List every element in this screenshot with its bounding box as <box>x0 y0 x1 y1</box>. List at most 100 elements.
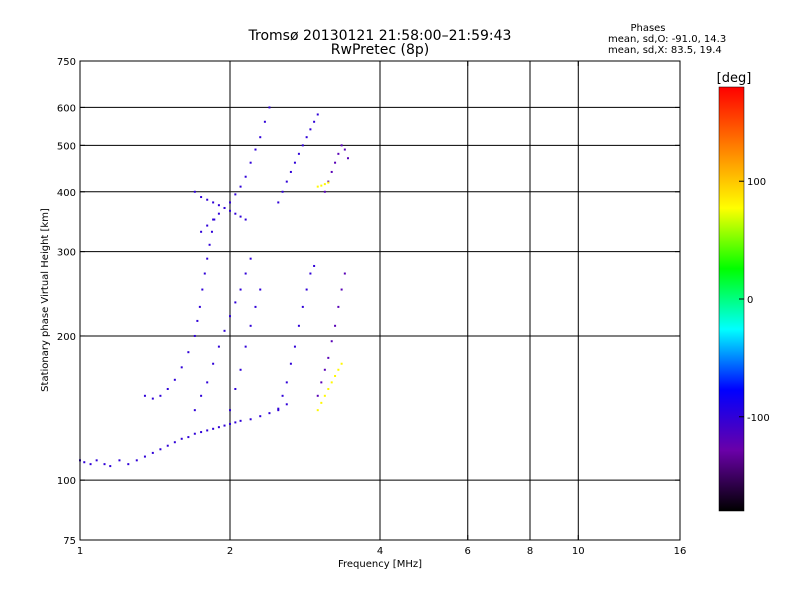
data-point <box>323 394 326 397</box>
data-point <box>212 218 215 221</box>
data-point <box>143 455 146 458</box>
y-tick-label: 400 <box>57 188 76 199</box>
data-point <box>173 378 176 381</box>
data-point <box>213 218 216 221</box>
data-point <box>187 436 190 439</box>
data-point <box>166 387 169 390</box>
data-point <box>337 152 340 155</box>
phase-stats-x: mean, sd,X: 83.5, 19.4 <box>608 45 722 56</box>
data-point <box>239 215 242 218</box>
data-point <box>301 305 304 308</box>
data-point <box>200 196 203 199</box>
data-point <box>244 345 247 348</box>
data-point <box>159 394 162 397</box>
data-point <box>206 429 209 432</box>
data-point <box>285 381 288 384</box>
data-point <box>346 157 349 160</box>
data-point <box>244 175 247 178</box>
data-point <box>203 272 206 275</box>
data-point <box>327 387 330 390</box>
data-point <box>193 432 196 435</box>
data-point <box>323 183 326 186</box>
data-point <box>293 345 296 348</box>
data-point <box>206 198 209 201</box>
data-point <box>254 305 257 308</box>
data-point <box>301 144 304 147</box>
data-point <box>239 368 242 371</box>
data-point <box>198 305 201 308</box>
data-point <box>229 201 231 204</box>
data-point <box>305 288 308 291</box>
data-point <box>330 381 333 384</box>
data-point <box>223 424 226 427</box>
data-point <box>320 381 323 384</box>
data-point <box>212 201 215 204</box>
data-point <box>285 180 288 183</box>
data-point <box>210 230 213 233</box>
data-point <box>305 136 308 139</box>
data-point <box>297 324 300 327</box>
data-point <box>277 409 280 412</box>
data-point <box>217 204 220 207</box>
data-point <box>135 459 138 462</box>
data-point <box>268 412 271 415</box>
data-point <box>234 301 237 304</box>
x-tick-label: 10 <box>572 546 585 557</box>
data-point <box>95 459 98 462</box>
x-tick-label: 16 <box>674 546 687 557</box>
data-point <box>277 407 280 410</box>
data-point <box>249 324 252 327</box>
colorbar-unit-label: [deg] <box>717 71 752 86</box>
data-point <box>309 128 312 131</box>
data-point <box>151 397 154 400</box>
y-tick-label: 75 <box>63 536 76 547</box>
data-point <box>281 190 284 193</box>
data-point <box>143 394 146 397</box>
data-point <box>200 230 203 233</box>
data-point <box>159 448 162 451</box>
data-point <box>83 461 86 464</box>
data-point <box>234 421 237 424</box>
data-point <box>193 190 196 193</box>
data-point <box>323 368 326 371</box>
data-point <box>223 329 226 332</box>
data-point <box>330 170 333 173</box>
y-tick-label: 600 <box>57 103 76 114</box>
y-tick-label: 200 <box>57 332 76 343</box>
data-point <box>217 345 220 348</box>
y-tick-label: 100 <box>57 476 76 487</box>
chart-subtitle: RwPretec (8p) <box>331 42 429 58</box>
data-point <box>244 272 247 275</box>
data-point <box>259 136 262 139</box>
colorbar-tick-label: 0 <box>747 295 753 306</box>
y-tick-label: 300 <box>57 248 76 259</box>
data-point <box>200 394 203 397</box>
data-point <box>249 257 252 260</box>
x-tick-label: 4 <box>377 546 383 557</box>
data-point <box>334 374 337 377</box>
colorbar-tick-label: -100 <box>747 413 770 424</box>
data-point <box>196 319 199 322</box>
y-tick-label: 500 <box>57 141 76 152</box>
data-point <box>259 415 262 418</box>
grid-lines <box>80 61 680 540</box>
chart-title: Tromsø 20130121 21:58:00–21:59:43 <box>248 28 512 44</box>
data-point <box>249 418 252 421</box>
data-point <box>166 444 169 447</box>
data-point <box>212 362 215 365</box>
data-point <box>206 224 209 227</box>
data-point <box>244 218 247 221</box>
data-point <box>316 409 319 412</box>
data-point <box>234 387 237 390</box>
data-point <box>330 340 333 343</box>
data-point <box>239 419 242 422</box>
data-point <box>320 401 323 404</box>
y-axis-label: Stationary phase Virtual Height [km] <box>40 208 51 392</box>
x-axis-label: Frequency [MHz] <box>338 559 422 570</box>
data-point <box>268 106 271 109</box>
data-point <box>151 451 154 454</box>
data-point <box>259 288 262 291</box>
data-point <box>249 161 252 164</box>
data-point <box>212 427 215 430</box>
data-point <box>193 409 196 412</box>
